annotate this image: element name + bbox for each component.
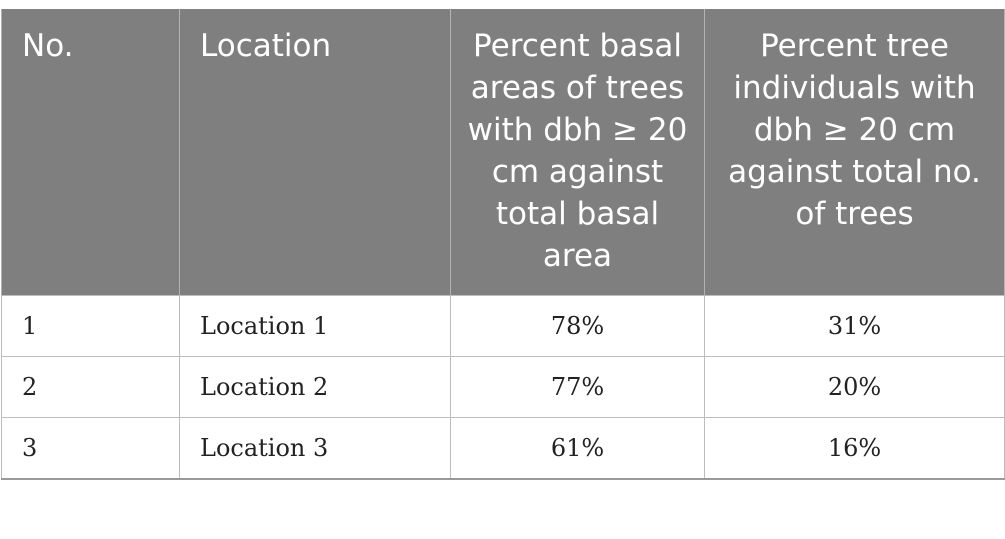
table-body: 1 Location 1 78% 31% 2 Location 2 77% 20… [1, 295, 1005, 480]
header-location: Location [179, 9, 451, 296]
cell-basal-area-percent: 77% [450, 356, 705, 418]
cell-tree-individuals-percent: 16% [704, 417, 1005, 480]
table-row: 1 Location 1 78% 31% [1, 295, 1005, 357]
table-row: 3 Location 3 61% 16% [1, 417, 1005, 480]
header-row: No. Location Percent basal areas of tree… [1, 9, 1005, 296]
table-row: 2 Location 2 77% 20% [1, 356, 1005, 418]
cell-no: 2 [1, 356, 180, 418]
cell-tree-individuals-percent: 31% [704, 295, 1005, 357]
cell-location: Location 1 [179, 295, 451, 357]
header-no: No. [1, 9, 180, 296]
cell-location: Location 2 [179, 356, 451, 418]
header-percent-basal-area: Percent basal areas of trees with dbh ≥ … [450, 9, 705, 296]
cell-location: Location 3 [179, 417, 451, 480]
table-header: No. Location Percent basal areas of tree… [1, 9, 1005, 296]
cell-tree-individuals-percent: 20% [704, 356, 1005, 418]
cell-basal-area-percent: 61% [450, 417, 705, 480]
cell-no: 1 [1, 295, 180, 357]
cell-basal-area-percent: 78% [450, 295, 705, 357]
header-percent-tree-individuals: Percent tree individuals with dbh ≥ 20 c… [704, 9, 1005, 296]
cell-no: 3 [1, 417, 180, 480]
data-table: No. Location Percent basal areas of tree… [1, 9, 1005, 480]
